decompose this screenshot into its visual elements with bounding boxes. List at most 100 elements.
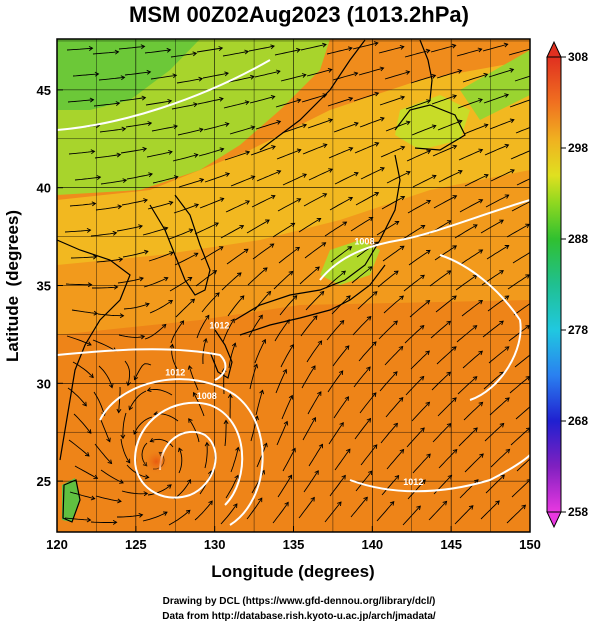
streamline: [351, 266, 373, 284]
streamline-arrowhead: [312, 315, 318, 320]
streamline-arrowhead: [296, 198, 302, 203]
streamline: [170, 320, 184, 344]
streamline-arrowhead: [368, 216, 374, 222]
streamline-arrowhead: [270, 44, 275, 50]
streamline: [272, 222, 295, 238]
x-tick-label: 135: [283, 537, 305, 552]
streamline-arrowhead: [322, 143, 328, 148]
streamline: [301, 94, 327, 103]
streamline: [134, 363, 152, 380]
streamline: [246, 219, 270, 234]
streamline: [248, 314, 263, 338]
isobar-1012-south: [349, 454, 530, 493]
streamline: [298, 218, 321, 233]
streamline: [174, 252, 199, 266]
streamline-arrowhead: [192, 391, 198, 397]
colorbar-body: [546, 56, 562, 513]
streamline-arrowhead: [193, 153, 199, 158]
streamline-arrowhead: [295, 246, 300, 252]
streamline-arrowhead: [499, 320, 504, 326]
streamline: [119, 97, 146, 102]
streamline: [430, 44, 456, 53]
streamline: [454, 505, 474, 525]
streamline-arrowhead: [302, 173, 307, 178]
streamline: [378, 46, 404, 54]
streamline: [298, 497, 315, 519]
isobar-1012-east: [439, 254, 522, 401]
streamline: [436, 70, 462, 79]
streamline-arrowhead: [169, 343, 175, 349]
streamline-arrowhead: [446, 270, 452, 275]
streamline-arrowhead: [193, 102, 198, 108]
streamline-arrowhead: [426, 99, 432, 104]
streamline: [462, 73, 488, 83]
streamline: [411, 125, 436, 136]
streamline-arrowhead: [425, 48, 431, 54]
streamline-arrowhead: [106, 437, 111, 443]
streamline: [194, 500, 213, 521]
x-axis-label: Longitude (degrees): [211, 562, 374, 581]
streamline: [277, 475, 292, 498]
streamline-arrowhead: [140, 334, 146, 340]
streamline-arrowhead: [91, 201, 97, 207]
streamline-arrowhead: [185, 509, 191, 515]
streamline: [360, 167, 385, 180]
streamline: [225, 475, 239, 499]
streamline-arrowhead: [86, 517, 92, 523]
streamline: [380, 423, 398, 444]
streamline-arrowhead: [363, 496, 368, 502]
streamline-arrowhead: [531, 300, 535, 304]
streamline-arrowhead: [172, 73, 178, 79]
streamline-arrowhead: [296, 98, 302, 104]
streamline: [197, 98, 224, 105]
streamline: [254, 70, 281, 78]
streamline: [324, 501, 342, 523]
streamline-arrowhead: [311, 416, 317, 422]
streamline: [376, 221, 399, 236]
streamline-arrowhead: [296, 148, 302, 154]
streamline-arrowhead: [146, 69, 152, 75]
streamline-arrowhead: [219, 147, 225, 153]
streamline: [407, 479, 426, 500]
streamline-arrowhead: [452, 448, 458, 454]
isobar-spiral-2: [99, 378, 264, 526]
streamline-arrowhead: [202, 337, 208, 343]
streamline: [506, 223, 530, 238]
streamline: [379, 371, 398, 392]
streamline: [198, 148, 224, 157]
streamline: [276, 421, 288, 446]
streamline-arrowhead: [227, 393, 233, 399]
streamline: [300, 315, 318, 337]
x-tick-label: 125: [125, 537, 147, 552]
streamline-arrowhead: [125, 458, 131, 464]
streamline-arrowhead: [116, 408, 122, 414]
streamline-arrowhead: [477, 47, 483, 53]
y-tick-label: 25: [37, 474, 51, 489]
streamline-arrowhead: [446, 220, 452, 225]
streamline-arrowhead: [478, 401, 484, 407]
streamline-arrowhead: [478, 350, 483, 356]
streamline-arrowhead: [142, 146, 148, 152]
streamline: [456, 325, 477, 343]
streamline-arrowhead: [536, 72, 540, 76]
streamline: [408, 250, 431, 266]
streamline: [302, 417, 316, 441]
streamline-arrowhead: [452, 295, 457, 301]
streamline-arrowhead: [419, 375, 425, 381]
streamline: [254, 339, 266, 364]
streamline: [325, 270, 346, 289]
streamline: [457, 98, 483, 109]
coast-kyushu: [209, 329, 233, 379]
streamline-arrowhead: [188, 228, 194, 234]
streamline-arrowhead: [270, 94, 276, 100]
isobars: [57, 59, 530, 526]
streamline-arrowhead: [148, 172, 153, 178]
streamline: [148, 251, 174, 262]
streamline-arrowhead: [509, 118, 515, 124]
streamline: [377, 270, 399, 288]
streamline: [513, 303, 530, 316]
streamline-arrowhead: [250, 74, 255, 80]
streamline-arrowhead: [291, 447, 296, 453]
streamline-arrowhead: [140, 44, 146, 50]
streamline-arrowhead: [478, 148, 484, 154]
